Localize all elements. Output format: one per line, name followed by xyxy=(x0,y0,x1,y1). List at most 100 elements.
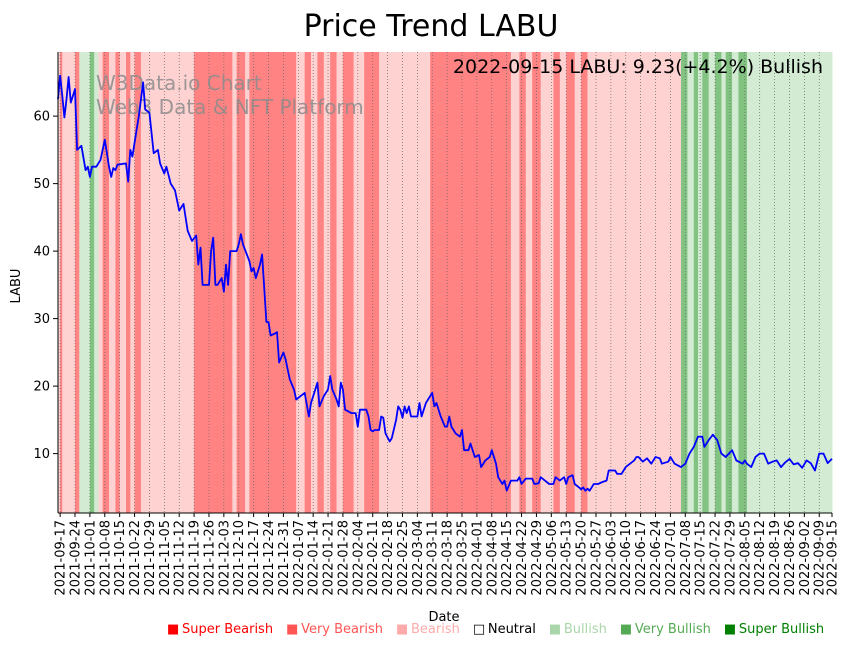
legend-label: Bearish xyxy=(411,622,460,637)
band-very-bearish xyxy=(342,52,354,513)
watermark-line-1: W3Data.io Chart xyxy=(96,71,262,95)
band-bearish xyxy=(587,52,595,513)
band-bearish xyxy=(353,52,365,513)
x-tick-label: 2022-03-18 xyxy=(441,520,456,596)
y-tick-label: 20 xyxy=(33,380,50,395)
x-tick-label: 2022-09-15 xyxy=(826,520,841,596)
x-tick-label: 2022-05-13 xyxy=(560,520,575,596)
band-very-bearish xyxy=(236,52,246,513)
band-bearish xyxy=(651,52,671,513)
x-tick-label: 2022-07-15 xyxy=(694,520,709,596)
legend-item: ■ Very Bullish xyxy=(620,622,711,637)
x-tick-label: 2021-11-19 xyxy=(188,520,203,596)
band-very-bullish xyxy=(693,52,699,513)
legend-label: Very Bearish xyxy=(301,622,383,637)
x-tick-label: 2022-05-06 xyxy=(545,520,560,596)
legend: ■ Super Bearish ■ Very Bearish ■ Bearish □ Neut… xyxy=(167,622,824,637)
y-tick-label: 40 xyxy=(33,245,50,260)
band-bearish xyxy=(98,52,104,513)
price-series xyxy=(57,74,833,492)
band-bullish xyxy=(94,52,99,513)
band-very-bearish xyxy=(581,52,588,513)
legend-label: Neutral xyxy=(488,622,536,637)
legend-symbol: ■ xyxy=(549,622,561,637)
x-tick-label: 2021-10-29 xyxy=(143,520,158,596)
band-bearish xyxy=(140,52,195,513)
latest-price-annotation: 2022-09-15 LABU: 9.23(+4.2%) Bullish xyxy=(453,56,823,78)
x-tick-label: 2021-10-15 xyxy=(113,520,128,596)
x-tick-label: 2022-06-24 xyxy=(649,520,664,596)
legend-item: ■ Bearish xyxy=(396,622,460,637)
band-bearish xyxy=(379,52,386,513)
band-bearish xyxy=(593,52,608,513)
band-bearish xyxy=(525,52,533,513)
band-bearish xyxy=(619,52,635,513)
x-tick-label: 2022-07-01 xyxy=(664,520,679,596)
legend-item: ■ Very Bearish xyxy=(286,622,383,637)
band-very-bearish xyxy=(134,52,142,513)
x-tick-label: 2021-11-26 xyxy=(203,520,218,596)
band-very-bearish xyxy=(364,52,380,513)
x-tick-label: 2021-09-17 xyxy=(54,520,69,596)
band-very-bearish xyxy=(260,52,297,513)
band-bearish xyxy=(634,52,639,513)
band-bearish xyxy=(119,52,127,513)
legend-label: Super Bearish xyxy=(182,622,273,637)
legend-symbol: ■ xyxy=(167,622,179,637)
band-bearish xyxy=(245,52,250,513)
x-tick-label: 2022-07-29 xyxy=(723,520,738,596)
band-very-bearish xyxy=(317,52,325,513)
band-very-bearish xyxy=(449,52,463,513)
x-tick-label: 2021-10-01 xyxy=(83,520,98,596)
band-bearish xyxy=(385,52,401,513)
x-tick-label: 2022-02-11 xyxy=(366,520,381,596)
band-very-bearish xyxy=(75,52,80,513)
axes xyxy=(57,52,832,514)
x-tick-label: 2022-02-25 xyxy=(396,520,411,596)
x-tick-label: 2022-04-01 xyxy=(470,520,485,596)
band-bearish xyxy=(638,52,652,513)
band-bearish xyxy=(606,52,620,513)
x-tick-label: 2021-10-22 xyxy=(128,520,143,596)
band-bullish xyxy=(698,52,703,513)
legend-item: □ Neutral xyxy=(473,622,536,637)
band-very-bullish xyxy=(725,52,733,513)
band-very-bullish xyxy=(715,52,722,513)
x-tick-label: 2021-11-05 xyxy=(158,520,173,596)
series-line-labu xyxy=(57,74,833,492)
legend-symbol: ■ xyxy=(620,622,632,637)
band-bullish xyxy=(79,52,91,513)
band-bearish xyxy=(130,52,135,513)
x-tick-label: 2021-12-17 xyxy=(247,520,262,596)
x-tick-label: 2021-12-10 xyxy=(232,520,247,596)
band-very-bearish xyxy=(194,52,233,513)
date-gridlines xyxy=(59,52,820,513)
x-tick-label: 2022-09-09 xyxy=(813,520,828,596)
x-tick-label: 2022-05-20 xyxy=(575,520,590,596)
band-very-bearish xyxy=(553,52,561,513)
watermark-line-2: Web3 Data & NFT Platform xyxy=(96,95,364,119)
band-bearish xyxy=(336,52,344,513)
y-axis-ticks: 10 20 30 40 50 60 xyxy=(33,110,58,462)
x-tick-label: 2022-03-25 xyxy=(456,520,471,596)
band-very-bearish xyxy=(496,52,512,513)
band-very-bullish xyxy=(702,52,710,513)
band-bearish xyxy=(323,52,331,513)
x-tick-label: 2022-05-27 xyxy=(590,520,605,596)
band-very-bearish xyxy=(115,52,121,513)
legend-item: ■ Bullish xyxy=(549,622,607,637)
x-axis-ticks: 2021-09-17 2021-09-24 2021-10-01 2021-10-08… xyxy=(54,513,841,596)
x-tick-label: 2022-03-11 xyxy=(426,520,441,596)
x-tick-label: 2021-12-24 xyxy=(262,520,277,596)
x-tick-label: 2021-09-24 xyxy=(69,520,84,596)
x-tick-label: 2022-02-04 xyxy=(351,520,366,596)
band-very-bearish xyxy=(60,52,63,513)
legend-label: Very Bullish xyxy=(635,622,711,637)
band-bearish xyxy=(400,52,431,513)
band-bearish xyxy=(58,52,61,513)
band-very-bearish xyxy=(304,52,312,513)
band-bearish xyxy=(670,52,682,513)
band-bearish xyxy=(540,52,554,513)
